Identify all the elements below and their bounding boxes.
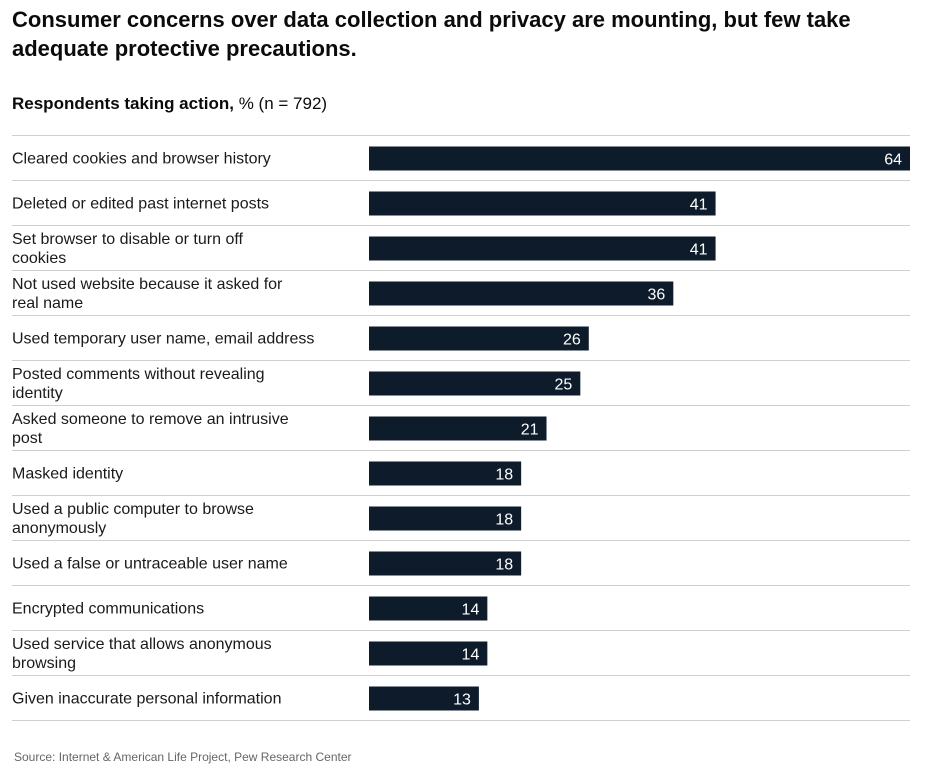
bar — [369, 191, 716, 216]
subtitle-unit: % (n = 792) — [238, 94, 328, 113]
bar-value-label: 14 — [462, 602, 480, 619]
bar — [369, 551, 522, 576]
bar — [369, 461, 522, 486]
category-label: Deleted or edited past internet posts — [12, 196, 269, 213]
source-note: Source: Internet & American Life Project… — [14, 750, 352, 764]
bar — [369, 686, 479, 711]
bar — [369, 371, 581, 396]
category-label: Posted comments without revealing identit… — [12, 366, 265, 402]
bar-value-label: 18 — [495, 467, 513, 484]
bar — [369, 506, 522, 531]
bar-value-label: 25 — [555, 377, 573, 394]
category-label: Encrypted communications — [12, 601, 204, 618]
category-label: Asked someone to remove an intrusive post — [12, 411, 289, 447]
bar — [369, 326, 589, 351]
category-label: Used service that allows anonymous browsi… — [12, 636, 272, 672]
category-label: Used a public computer to browse anonymou… — [12, 501, 254, 537]
bar-value-label: 21 — [521, 422, 539, 439]
bar — [369, 281, 674, 306]
bar-value-label: 64 — [884, 152, 902, 169]
category-label: Used temporary user name, email address — [12, 331, 314, 348]
bar-value-label: 41 — [690, 242, 708, 259]
bar — [369, 596, 488, 621]
bar-value-label: 36 — [648, 287, 666, 304]
category-label: Used a false or untraceable user name — [12, 556, 288, 573]
bar — [369, 641, 488, 666]
bar-value-label: 26 — [563, 332, 581, 349]
bar-value-label: 18 — [495, 512, 513, 529]
chart-title: Consumer concerns over data collection a… — [12, 7, 851, 61]
bar-value-label: 18 — [495, 557, 513, 574]
category-label: Given inaccurate personal information — [12, 691, 281, 708]
category-label: Masked identity — [12, 466, 123, 483]
bar-value-label: 14 — [462, 647, 480, 664]
category-label: Not used website because it asked for rea… — [12, 276, 283, 312]
bar-value-label: 41 — [690, 197, 708, 214]
bar — [369, 416, 547, 441]
bar — [369, 146, 910, 171]
bar — [369, 236, 716, 261]
category-label: Cleared cookies and browser history — [12, 151, 271, 168]
category-label: Set browser to disable or turn off cookie… — [12, 231, 243, 267]
subtitle-bold: Respondents taking action, — [12, 94, 234, 113]
bar-value-label: 13 — [453, 692, 471, 709]
chart-subtitle: Respondents taking action, % (n = 792) — [12, 93, 327, 115]
